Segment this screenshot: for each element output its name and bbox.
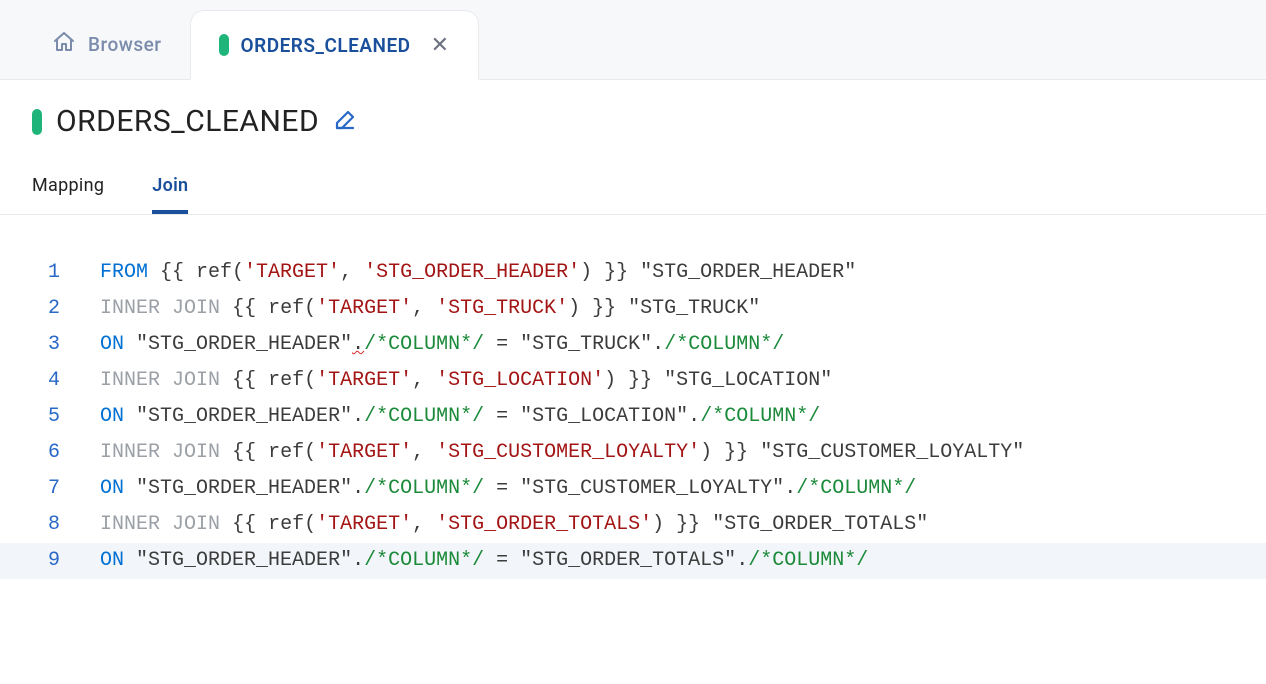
code-line[interactable]: 9ON "STG_ORDER_HEADER"./*COLUMN*/ = "STG… xyxy=(0,543,1266,579)
tab-orders-cleaned[interactable]: ORDERS_CLEANED ✕ xyxy=(190,10,479,80)
code-content[interactable]: ON "STG_ORDER_HEADER"./*COLUMN*/ = "STG_… xyxy=(100,471,916,507)
code-line[interactable]: 7ON "STG_ORDER_HEADER"./*COLUMN*/ = "STG… xyxy=(0,471,1266,507)
line-number: 7 xyxy=(0,471,100,507)
code-editor[interactable]: 1FROM {{ ref('TARGET', 'STG_ORDER_HEADER… xyxy=(0,215,1266,579)
page-title: ORDERS_CLEANED xyxy=(56,104,319,139)
line-number: 6 xyxy=(0,435,100,471)
line-number: 4 xyxy=(0,363,100,399)
code-line[interactable]: 8INNER JOIN {{ ref('TARGET', 'STG_ORDER_… xyxy=(0,507,1266,543)
code-content[interactable]: ON "STG_ORDER_HEADER"./*COLUMN*/ = "STG_… xyxy=(100,327,784,363)
code-content[interactable]: FROM {{ ref('TARGET', 'STG_ORDER_HEADER'… xyxy=(100,255,856,291)
line-number: 5 xyxy=(0,399,100,435)
tab-browser[interactable]: Browser xyxy=(24,9,190,79)
subtab-mapping[interactable]: Mapping xyxy=(32,175,104,214)
edit-icon[interactable] xyxy=(333,108,357,136)
close-icon[interactable]: ✕ xyxy=(431,33,450,58)
code-line[interactable]: 6INNER JOIN {{ ref('TARGET', 'STG_CUSTOM… xyxy=(0,435,1266,471)
line-number: 3 xyxy=(0,327,100,363)
tab-active-label: ORDERS_CLEANED xyxy=(241,34,411,57)
tab-bar: Browser ORDERS_CLEANED ✕ xyxy=(0,0,1266,80)
line-number: 8 xyxy=(0,507,100,543)
tab-marker-icon xyxy=(219,34,229,56)
code-line[interactable]: 3ON "STG_ORDER_HEADER"./*COLUMN*/ = "STG… xyxy=(0,327,1266,363)
tab-browser-label: Browser xyxy=(88,33,162,56)
code-content[interactable]: INNER JOIN {{ ref('TARGET', 'STG_LOCATIO… xyxy=(100,363,832,399)
code-content[interactable]: ON "STG_ORDER_HEADER"./*COLUMN*/ = "STG_… xyxy=(100,399,820,435)
home-icon xyxy=(52,30,76,59)
subtab-join[interactable]: Join xyxy=(152,175,188,214)
code-line[interactable]: 5ON "STG_ORDER_HEADER"./*COLUMN*/ = "STG… xyxy=(0,399,1266,435)
sub-tabs: Mapping Join xyxy=(0,139,1266,215)
code-line[interactable]: 1FROM {{ ref('TARGET', 'STG_ORDER_HEADER… xyxy=(0,255,1266,291)
header-marker-icon xyxy=(32,109,42,135)
code-line[interactable]: 2INNER JOIN {{ ref('TARGET', 'STG_TRUCK'… xyxy=(0,291,1266,327)
code-content[interactable]: INNER JOIN {{ ref('TARGET', 'STG_CUSTOME… xyxy=(100,435,1024,471)
code-content[interactable]: INNER JOIN {{ ref('TARGET', 'STG_ORDER_T… xyxy=(100,507,928,543)
line-number: 1 xyxy=(0,255,100,291)
code-content[interactable]: ON "STG_ORDER_HEADER"./*COLUMN*/ = "STG_… xyxy=(100,543,868,579)
code-line[interactable]: 4INNER JOIN {{ ref('TARGET', 'STG_LOCATI… xyxy=(0,363,1266,399)
line-number: 9 xyxy=(0,543,100,579)
page-header: ORDERS_CLEANED xyxy=(0,80,1266,139)
code-content[interactable]: INNER JOIN {{ ref('TARGET', 'STG_TRUCK')… xyxy=(100,291,760,327)
line-number: 2 xyxy=(0,291,100,327)
